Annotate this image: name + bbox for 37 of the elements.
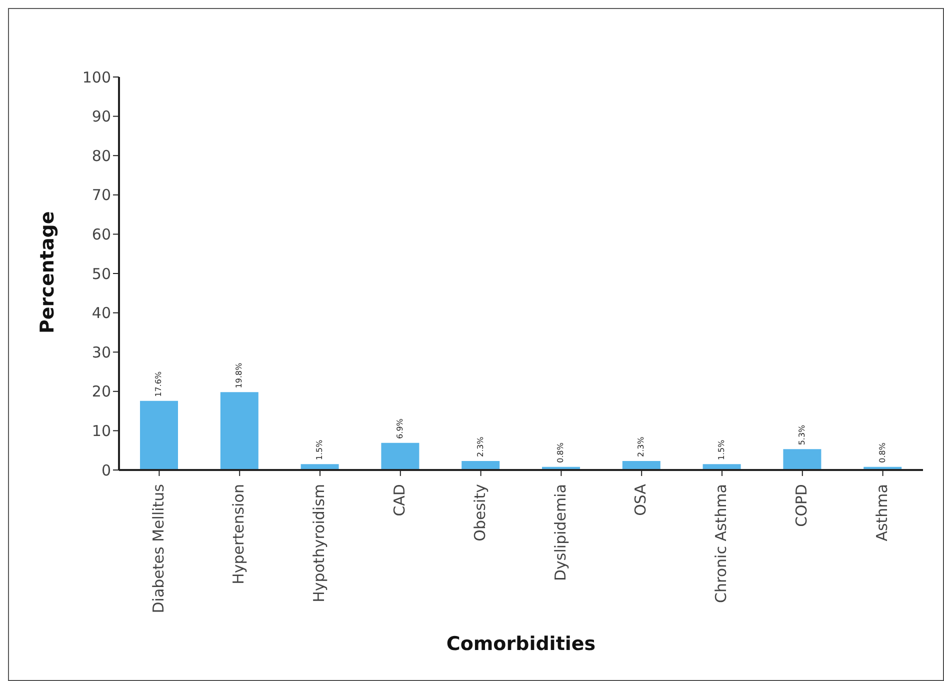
y-tick-label: 40 <box>92 304 111 322</box>
data-label: 6.9% <box>395 418 404 439</box>
x-tick-label: Diabetes Mellitus <box>149 484 168 614</box>
y-tick-label: 50 <box>92 264 111 283</box>
y-tick-label: 20 <box>92 382 111 401</box>
bar <box>140 400 178 470</box>
x-tick-label: Asthma <box>872 484 891 542</box>
x-tick-label: Hypertension <box>230 484 248 584</box>
x-axis-title: Comorbidities <box>446 633 596 655</box>
data-label: 2.3% <box>476 436 485 457</box>
data-label: 0.8% <box>878 442 887 463</box>
y-tick-label: 70 <box>92 186 111 204</box>
x-tick-label: CAD <box>390 484 409 516</box>
x-tick-label: Dyslipidemia <box>551 484 570 581</box>
bar <box>381 442 420 470</box>
data-label: 17.6% <box>154 371 164 397</box>
data-label: 1.5% <box>716 439 726 460</box>
data-label: 5.3% <box>797 424 806 446</box>
data-label: 2.3% <box>636 436 646 457</box>
y-tick-label: 30 <box>92 343 111 362</box>
x-tick-label: Chronic Asthma <box>712 484 730 603</box>
x-tick-label: OSA <box>632 483 650 516</box>
y-axis-title: Percentage <box>36 211 59 334</box>
x-tick-label: Obesity <box>470 484 489 542</box>
y-tick-label: 60 <box>92 226 111 244</box>
bar <box>220 392 258 470</box>
data-label: 1.5% <box>314 439 324 460</box>
y-tick-label: 100 <box>82 68 111 86</box>
y-tick-label: 80 <box>92 146 111 165</box>
data-label: 0.8% <box>556 442 566 463</box>
y-tick-label: 10 <box>92 422 111 440</box>
data-label: 19.8% <box>234 362 244 388</box>
bar <box>783 449 822 470</box>
x-tick-label: COPD <box>792 484 811 527</box>
y-tick-label: 90 <box>92 108 111 126</box>
y-tick-label: 0 <box>101 461 111 480</box>
x-tick-label: Hypothyroidism <box>310 484 328 602</box>
